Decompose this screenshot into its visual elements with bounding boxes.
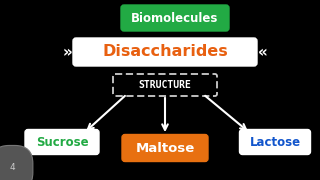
Text: Biomolecules: Biomolecules — [131, 12, 219, 24]
Text: «: « — [258, 46, 268, 60]
FancyBboxPatch shape — [122, 134, 208, 161]
Text: Lactose: Lactose — [249, 136, 300, 148]
FancyBboxPatch shape — [113, 74, 217, 96]
Text: 4: 4 — [9, 163, 15, 172]
FancyBboxPatch shape — [239, 129, 310, 154]
Text: Maltose: Maltose — [135, 141, 195, 154]
FancyBboxPatch shape — [73, 38, 257, 66]
Text: »: » — [62, 46, 72, 60]
FancyBboxPatch shape — [121, 5, 229, 31]
Text: Sucrose: Sucrose — [36, 136, 88, 148]
Text: STRUCTURE: STRUCTURE — [139, 80, 191, 90]
Text: Disaccharides: Disaccharides — [102, 44, 228, 60]
FancyBboxPatch shape — [25, 129, 99, 154]
